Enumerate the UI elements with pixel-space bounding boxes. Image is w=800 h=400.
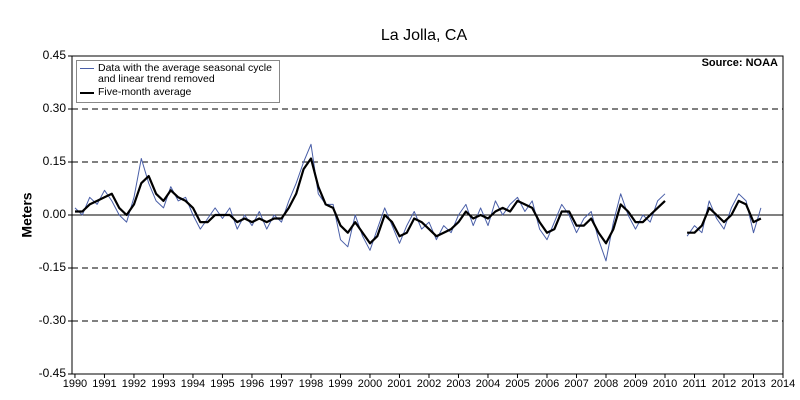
x-tick-label: 1995 (210, 378, 234, 390)
x-tick-label: 2003 (446, 378, 470, 390)
y-tick-label: -0.15 (39, 260, 67, 274)
x-tick-label: 2002 (417, 378, 441, 390)
y-tick-label: 0.30 (43, 101, 67, 115)
x-tick-label: 1991 (92, 378, 116, 390)
x-tick-label: 2006 (535, 378, 559, 390)
legend: Data with the average seasonal cycle and… (76, 60, 280, 103)
x-tick-label: 2009 (623, 378, 647, 390)
x-tick-label: 1996 (240, 378, 264, 390)
x-tick-label: 2011 (683, 378, 707, 390)
legend-item: Data with the average seasonal cycle and… (80, 63, 276, 85)
x-tick-label: 2004 (476, 378, 500, 390)
x-tick-label: 2012 (712, 378, 736, 390)
x-tick-label: 2005 (505, 378, 529, 390)
series-line (75, 157, 762, 245)
legend-label: Data with the average seasonal cycle and… (98, 62, 272, 85)
legend-item: Five-month average (80, 87, 276, 98)
y-tick-label: 0.45 (43, 48, 67, 62)
legend-swatch (80, 92, 94, 94)
x-tick-label: 2001 (387, 378, 411, 390)
x-tick-label: 2000 (358, 378, 382, 390)
x-tick-label: 2010 (653, 378, 677, 390)
source-note: Source: NOAA (702, 57, 778, 69)
y-axis-label: Meters (19, 192, 35, 237)
x-tick-label: 1997 (269, 378, 293, 390)
x-tick-label: 2013 (741, 378, 765, 390)
legend-swatch (80, 68, 94, 69)
x-tick-label: 1992 (122, 378, 146, 390)
x-tick-label: 1994 (181, 378, 205, 390)
chart-title: La Jolla, CA (381, 27, 468, 44)
y-tick-label: 0.00 (43, 207, 67, 221)
x-tick-label: 2007 (564, 378, 588, 390)
y-tick-label: -0.45 (39, 366, 67, 380)
y-tick-label: 0.15 (43, 154, 67, 168)
x-tick-label: 1998 (299, 378, 323, 390)
legend-label: Five-month average (98, 86, 192, 98)
x-tick-label: 1993 (151, 378, 175, 390)
x-tick-label: 2014 (771, 378, 795, 390)
x-tick-label: 1999 (328, 378, 352, 390)
x-tick-label: 1990 (63, 378, 87, 390)
y-tick-label: -0.30 (39, 313, 67, 327)
x-tick-label: 2008 (594, 378, 618, 390)
